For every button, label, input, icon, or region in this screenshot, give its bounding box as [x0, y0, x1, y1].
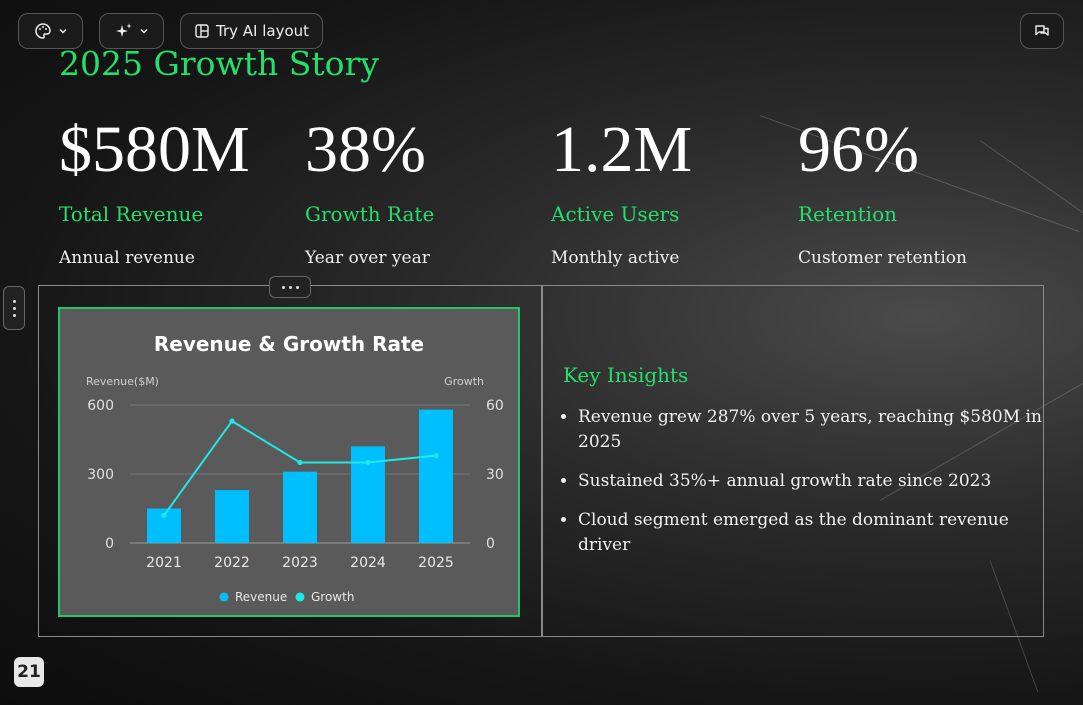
drag-handle-vertical[interactable] [3, 286, 25, 330]
try-ai-layout-label: Try AI layout [215, 22, 310, 40]
y-tick-right: 60 [486, 398, 504, 414]
stat-value: 96% [798, 113, 919, 186]
insight-item: Revenue grew 287% over 5 years, reaching… [578, 405, 1048, 455]
growth-point [433, 453, 439, 459]
y-tick-right: 30 [486, 467, 504, 483]
stat-label: Total Revenue [59, 202, 204, 226]
sparkle-icon [115, 23, 131, 37]
theme-button[interactable] [18, 13, 83, 49]
y-axis-left-label: Revenue($M) [86, 375, 159, 388]
layout-icon [195, 24, 209, 38]
x-tick: 2022 [214, 555, 250, 571]
y-tick-left: 300 [87, 467, 114, 483]
comment-icon [1035, 25, 1049, 36]
panel-divider [541, 285, 543, 637]
stat-value: 38% [305, 113, 426, 186]
x-tick: 2023 [282, 555, 318, 571]
stat-growth-rate[interactable]: 38% Growth Rate Year over year [305, 112, 545, 268]
growth-point [161, 512, 167, 518]
stat-description: Customer retention [798, 248, 967, 268]
bar-revenue [283, 471, 317, 543]
stat-revenue[interactable]: $580M Total Revenue Annual revenue [59, 112, 299, 268]
stat-value: 1.2M [551, 113, 693, 186]
stat-active-users[interactable]: 1.2M Active Users Monthly active [551, 112, 791, 268]
y-axis-right-label: Growth [444, 375, 484, 388]
x-tick: 2024 [350, 555, 386, 571]
legend-label-growth: Growth [311, 590, 354, 604]
stat-retention[interactable]: 96% Retention Customer retention [798, 112, 1038, 268]
stat-description: Monthly active [551, 248, 680, 268]
legend-label-revenue: Revenue [235, 590, 287, 604]
bar-revenue [215, 490, 249, 543]
x-tick: 2021 [146, 555, 182, 571]
growth-point [297, 459, 303, 466]
stat-label: Growth Rate [305, 202, 435, 226]
y-tick-right: 0 [486, 536, 495, 552]
x-tick: 2025 [418, 555, 454, 571]
stat-value: $580M [59, 113, 250, 186]
chart-container[interactable]: Revenue & Growth Rate Revenue($M) Growth… [58, 307, 520, 617]
growth-point [365, 459, 371, 466]
legend-marker-revenue [219, 592, 229, 602]
y-tick-left: 0 [105, 536, 114, 552]
growth-point [229, 418, 235, 424]
stat-label: Active Users [551, 202, 680, 226]
chevron-down-icon [140, 29, 147, 34]
page-number: 21 [14, 657, 44, 687]
legend-marker-growth [295, 592, 305, 602]
chart-title: Revenue & Growth Rate [154, 332, 424, 356]
chevron-down-icon [59, 29, 66, 34]
insight-item: Cloud segment emerged as the dominant re… [578, 508, 1048, 558]
slide-title[interactable]: 2025 Growth Story [59, 44, 379, 83]
insight-item: Sustained 35%+ annual growth rate since … [578, 469, 1048, 494]
stat-label: Retention [798, 202, 898, 226]
y-tick-left: 600 [87, 398, 114, 414]
comments-button[interactable] [1020, 13, 1064, 49]
stat-description: Annual revenue [59, 248, 195, 268]
insights-title[interactable]: Key Insights [563, 363, 689, 387]
try-ai-layout-button[interactable]: Try AI layout [180, 13, 323, 49]
bar-revenue [419, 409, 453, 543]
ai-button[interactable] [99, 13, 164, 49]
stat-description: Year over year [305, 248, 430, 268]
palette-icon [34, 23, 51, 39]
revenue-growth-chart: Revenue & Growth Rate Revenue($M) Growth… [86, 332, 504, 604]
insights-list[interactable]: Revenue grew 287% over 5 years, reaching… [556, 405, 1048, 572]
drag-handle-horizontal[interactable] [269, 276, 311, 298]
